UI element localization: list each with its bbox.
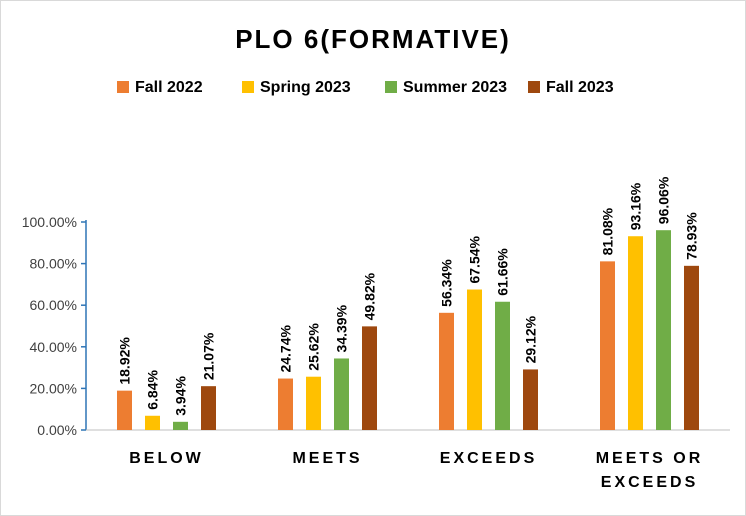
bar-4-4	[684, 265, 699, 430]
data-label-3-2: 67.54%	[467, 235, 483, 283]
category-label-4-line-1: MEETS OR	[596, 450, 704, 467]
data-label-4-1: 81.08%	[600, 207, 616, 255]
data-label-2-2: 25.62%	[306, 323, 322, 371]
category-label-3: EXCEEDS	[440, 450, 537, 467]
bar-4-1	[600, 261, 615, 430]
data-label-4-3: 96.06%	[656, 176, 672, 224]
bar-4-3	[656, 230, 671, 430]
data-label-1-2: 6.84%	[145, 370, 161, 410]
data-label-3-4: 29.12%	[523, 315, 539, 363]
y-tick-label-0: 0.00%	[37, 422, 77, 438]
chart-title: PLO 6(FORMATIVE)	[235, 24, 511, 54]
legend-swatch-1	[117, 81, 129, 93]
category-label-4-line-2: EXCEEDS	[601, 474, 698, 491]
legend-label-1: Fall 2022	[135, 79, 203, 96]
bar-3-2	[467, 289, 482, 430]
data-label-3-1: 56.34%	[439, 259, 455, 307]
bar-2-3	[334, 358, 349, 430]
legend-swatch-2	[242, 81, 254, 93]
y-tick-label-5: 100.00%	[22, 214, 77, 230]
y-tick-label-3: 60.00%	[30, 297, 77, 313]
bar-1-2	[145, 415, 160, 430]
bar-1-1	[117, 390, 132, 430]
y-tick-label-1: 20.00%	[30, 380, 77, 396]
data-label-2-1: 24.74%	[278, 325, 294, 373]
data-label-4-4: 78.93%	[684, 212, 700, 260]
legend-label-4: Fall 2023	[546, 79, 614, 96]
data-label-2-4: 49.82%	[362, 272, 378, 320]
bar-3-4	[523, 369, 538, 430]
bar-1-4	[201, 386, 216, 430]
bar-1-3	[173, 421, 188, 430]
y-tick-label-2: 40.00%	[30, 339, 77, 355]
bar-3-3	[495, 301, 510, 430]
data-label-1-3: 3.94%	[173, 376, 189, 416]
bar-2-4	[362, 326, 377, 430]
legend-swatch-4	[528, 81, 540, 93]
bar-2-1	[278, 378, 293, 430]
y-tick-label-4: 80.00%	[30, 256, 77, 272]
category-label-2: MEETS	[292, 450, 362, 467]
bar-4-2	[628, 236, 643, 430]
legend-swatch-3	[385, 81, 397, 93]
data-label-2-3: 34.39%	[334, 304, 350, 352]
bar-2-2	[306, 376, 321, 430]
bar-3-1	[439, 312, 454, 430]
data-label-3-3: 61.66%	[495, 248, 511, 296]
category-label-1: BELOW	[129, 450, 204, 467]
data-label-1-4: 21.07%	[201, 332, 217, 380]
data-label-4-2: 93.16%	[628, 182, 644, 230]
legend-label-2: Spring 2023	[260, 79, 351, 96]
legend-label-3: Summer 2023	[403, 79, 507, 96]
data-label-1-1: 18.92%	[117, 337, 133, 385]
